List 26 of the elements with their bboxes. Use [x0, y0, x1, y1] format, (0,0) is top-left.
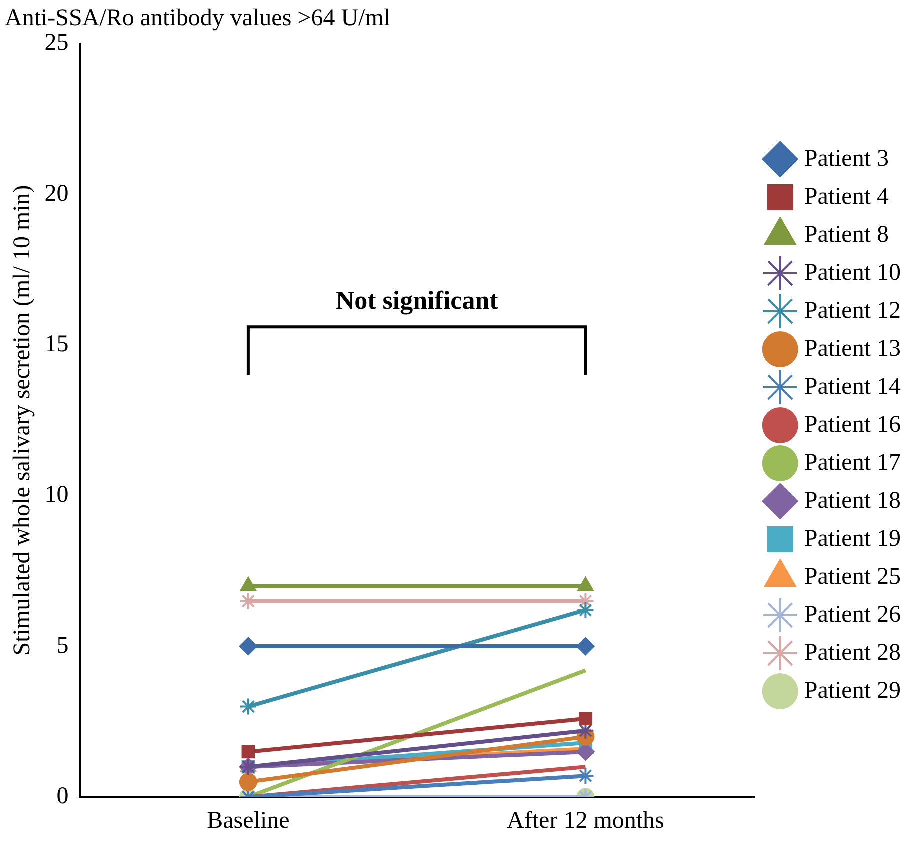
annotation: Not significant — [336, 286, 499, 315]
legend-label: Patient 26 — [804, 602, 901, 628]
legend-label: Patient 28 — [804, 640, 901, 666]
y-tick-label: 5 — [56, 632, 69, 659]
legend-label: Patient 3 — [804, 146, 889, 172]
legend-label: Patient 25 — [804, 564, 901, 590]
y-tick-label: 10 — [44, 482, 69, 508]
legend-label: Patient 8 — [804, 222, 889, 248]
y-tick-label: 0 — [56, 783, 69, 810]
legend-label: Patient 10 — [804, 260, 901, 286]
y-tick-label: 25 — [44, 30, 69, 56]
y-tick-label: 15 — [44, 331, 69, 358]
legend-label: Patient 13 — [804, 336, 901, 362]
y-axis-title: Stimulated whole salivary secretion (ml/ 10 min) — [10, 185, 36, 656]
chart-title: Anti-SSA/Ro antibody values >64 U/ml — [5, 6, 391, 32]
y-tick-label: 20 — [44, 180, 69, 207]
legend-label: Patient 17 — [804, 450, 901, 476]
legend-label: Patient 14 — [804, 374, 901, 400]
legend-label: Patient 12 — [804, 298, 901, 324]
legend-label: Patient 19 — [804, 526, 901, 552]
x-tick-label: After 12 months — [507, 808, 664, 834]
x-tick-label: Baseline — [207, 808, 290, 834]
legend-label: Patient 18 — [804, 488, 901, 514]
legend-label: Patient 4 — [804, 184, 889, 210]
legend-label: Patient 29 — [804, 678, 901, 704]
legend-label: Patient 16 — [804, 412, 901, 438]
